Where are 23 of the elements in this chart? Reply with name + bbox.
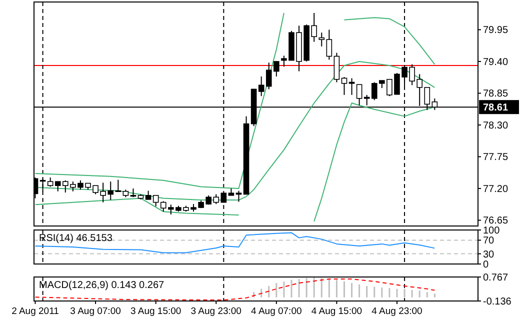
y-tick-label: 0.767 xyxy=(483,272,508,284)
y-tick-label: -0.136 xyxy=(483,296,512,308)
y-tick-label: 0 xyxy=(483,260,489,270)
ref-line-label: 78.61 xyxy=(483,102,508,114)
y-tick-label: 79.40 xyxy=(483,56,508,68)
y-tick-label: 77.20 xyxy=(483,184,508,195)
x-tick-label: 3 Aug 23:00 xyxy=(190,306,242,317)
y-tick-label: 100 xyxy=(483,226,500,236)
x-tick-label: 3 Aug 15:00 xyxy=(130,306,182,317)
x-tick-label: 4 Aug 07:00 xyxy=(251,306,302,317)
y-tick-label: 79.95 xyxy=(483,25,508,36)
y-tick-label: 77.75 xyxy=(483,152,508,164)
chart-title: RSI(14) 46.5153 xyxy=(39,233,113,244)
y-tick-label: 30 xyxy=(483,249,495,260)
y-tick-label: 78.30 xyxy=(483,120,508,132)
x-tick-label: 2 Aug 2011 xyxy=(12,306,59,317)
x-tick-label: 4 Aug 15:00 xyxy=(311,306,362,317)
x-tick-label: 3 Aug 07:00 xyxy=(70,306,121,317)
x-tick-label: 4 Aug 23:00 xyxy=(372,306,422,317)
y-tick-label: 76.65 xyxy=(483,216,508,227)
y-tick-label: 70 xyxy=(483,236,495,247)
y-tick-label: 78.85 xyxy=(483,88,508,100)
chart-title: MACD(12,26,9) 0.143 0.267 xyxy=(39,280,165,291)
